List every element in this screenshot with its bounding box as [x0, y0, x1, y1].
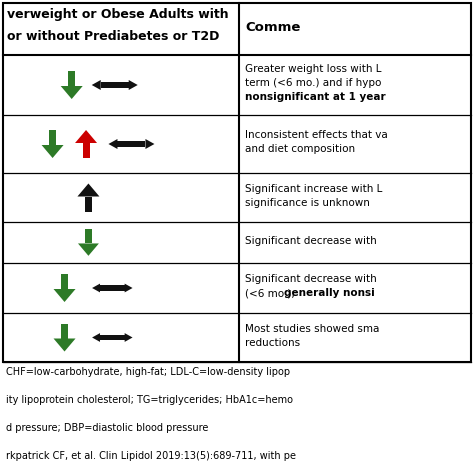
Polygon shape	[125, 283, 133, 292]
Text: or without Prediabetes or T2D: or without Prediabetes or T2D	[7, 30, 219, 43]
Text: d pressure; DBP=diastolic blood pressure: d pressure; DBP=diastolic blood pressure	[6, 423, 209, 433]
Text: Significant decrease with: Significant decrease with	[245, 274, 377, 284]
Text: Comme: Comme	[245, 21, 301, 34]
Polygon shape	[109, 139, 118, 149]
Bar	[68, 71, 75, 86]
Polygon shape	[92, 333, 100, 342]
Text: ity lipoprotein cholesterol; TG=triglycerides; HbA1c=hemo: ity lipoprotein cholesterol; TG=triglyce…	[6, 395, 293, 405]
Text: verweight or Obese Adults with: verweight or Obese Adults with	[7, 8, 228, 21]
Bar	[49, 130, 56, 145]
Text: and diet composition: and diet composition	[245, 144, 355, 154]
Text: Significant increase with L: Significant increase with L	[245, 183, 383, 193]
Bar	[3, 3, 471, 362]
Polygon shape	[78, 244, 99, 256]
Polygon shape	[92, 80, 100, 90]
Text: Inconsistent effects that va: Inconsistent effects that va	[245, 130, 388, 140]
Polygon shape	[54, 338, 75, 352]
Text: Most studies showed sma: Most studies showed sma	[245, 323, 379, 334]
Polygon shape	[92, 283, 100, 292]
Bar	[61, 274, 68, 289]
Polygon shape	[61, 86, 82, 99]
Polygon shape	[146, 139, 155, 149]
Bar	[85, 229, 92, 244]
Text: generally nonsi: generally nonsi	[284, 288, 375, 298]
Polygon shape	[75, 130, 97, 143]
Polygon shape	[77, 183, 100, 197]
Polygon shape	[125, 333, 133, 342]
Polygon shape	[54, 289, 75, 302]
Polygon shape	[129, 80, 138, 90]
Text: nonsignificant at 1 year: nonsignificant at 1 year	[245, 92, 386, 102]
Bar	[100, 335, 125, 340]
Bar	[100, 82, 129, 88]
Text: Greater weight loss with L: Greater weight loss with L	[245, 64, 382, 74]
Text: reductions: reductions	[245, 337, 300, 347]
Text: significance is unknown: significance is unknown	[245, 198, 370, 208]
Bar	[85, 197, 92, 211]
Bar	[100, 285, 125, 291]
Bar	[82, 143, 90, 158]
Bar	[61, 323, 68, 338]
Text: rkpatrick CF, et al. Clin Lipidol 2019:13(5):689-711, with pe: rkpatrick CF, et al. Clin Lipidol 2019:1…	[6, 451, 296, 461]
Text: CHF=low-carbohydrate, high-fat; LDL-C=low-density lipop: CHF=low-carbohydrate, high-fat; LDL-C=lo…	[6, 367, 290, 377]
Bar	[118, 141, 146, 147]
Text: Significant decrease with: Significant decrease with	[245, 236, 377, 246]
Polygon shape	[42, 145, 64, 158]
Text: (<6 mo.);: (<6 mo.);	[245, 288, 298, 298]
Text: term (<6 mo.) and if hypo: term (<6 mo.) and if hypo	[245, 78, 382, 88]
